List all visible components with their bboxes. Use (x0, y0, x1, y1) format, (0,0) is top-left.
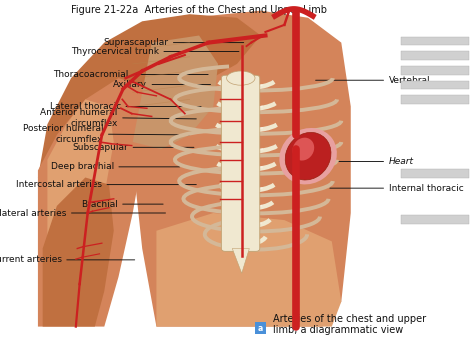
Polygon shape (232, 248, 249, 273)
Text: Brachial: Brachial (81, 200, 118, 209)
FancyBboxPatch shape (401, 215, 469, 224)
Text: Vertebral: Vertebral (389, 76, 430, 85)
Ellipse shape (227, 71, 255, 85)
Text: Posterior humeral
circumflex: Posterior humeral circumflex (23, 125, 103, 144)
Polygon shape (133, 36, 218, 149)
Text: Anterior humeral
circumflex: Anterior humeral circumflex (40, 108, 118, 127)
Text: Internal thoracic: Internal thoracic (389, 184, 464, 193)
Text: Deep brachial: Deep brachial (51, 162, 114, 171)
FancyBboxPatch shape (401, 51, 469, 60)
FancyBboxPatch shape (221, 75, 260, 251)
Text: Axillary: Axillary (113, 80, 147, 89)
Text: Heart: Heart (389, 157, 414, 166)
Polygon shape (38, 14, 261, 213)
Text: Thoracoacromial: Thoracoacromial (53, 70, 128, 79)
Text: Suprascapular: Suprascapular (103, 38, 168, 47)
Ellipse shape (285, 132, 331, 180)
Text: Thyrocervical trunk: Thyrocervical trunk (71, 47, 159, 56)
FancyBboxPatch shape (255, 322, 266, 334)
FancyBboxPatch shape (401, 169, 469, 178)
Text: Arteries of the chest and upper
limb, a diagrammatic view: Arteries of the chest and upper limb, a … (273, 314, 426, 335)
FancyBboxPatch shape (401, 37, 469, 45)
Polygon shape (38, 78, 152, 327)
Text: Ulnar recurrent arteries: Ulnar recurrent arteries (0, 255, 62, 264)
Text: Ulnar collateral arteries: Ulnar collateral arteries (0, 208, 66, 218)
Text: Figure 21-22a  Arteries of the Chest and Upper Limb: Figure 21-22a Arteries of the Chest and … (71, 5, 327, 15)
Text: Subscapular: Subscapular (72, 143, 128, 152)
FancyBboxPatch shape (401, 95, 469, 104)
Polygon shape (156, 213, 341, 327)
FancyBboxPatch shape (401, 81, 469, 89)
Text: a: a (258, 323, 264, 333)
Polygon shape (47, 99, 114, 266)
Text: Lateral thoracic: Lateral thoracic (50, 102, 121, 111)
Ellipse shape (292, 138, 314, 160)
Text: Intercostal arteries: Intercostal arteries (16, 180, 102, 189)
Ellipse shape (279, 128, 337, 184)
FancyBboxPatch shape (401, 66, 469, 75)
Polygon shape (133, 11, 351, 327)
Polygon shape (43, 178, 114, 327)
